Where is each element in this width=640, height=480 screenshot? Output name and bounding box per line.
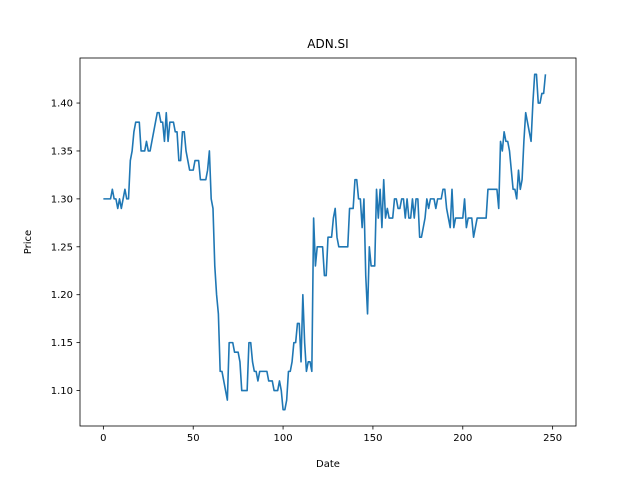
plot-area xyxy=(80,58,576,426)
y-tick-label: 1.15 xyxy=(51,338,73,349)
y-tick-label: 1.25 xyxy=(51,242,73,253)
y-tick-label: 1.30 xyxy=(51,194,73,205)
x-tick-label: 150 xyxy=(363,433,382,444)
x-tick-label: 0 xyxy=(100,433,106,444)
x-tick-label: 200 xyxy=(453,433,472,444)
y-tick-label: 1.40 xyxy=(51,99,73,110)
x-tick-label: 100 xyxy=(274,433,293,444)
x-axis-label: Date xyxy=(316,459,340,470)
chart-title: ADN.SI xyxy=(307,37,348,51)
x-tick-label: 250 xyxy=(543,433,562,444)
y-tick-label: 1.20 xyxy=(51,290,73,301)
y-axis-label: Price xyxy=(23,230,34,254)
x-tick-label: 50 xyxy=(187,433,200,444)
y-tick-label: 1.10 xyxy=(51,386,73,397)
y-tick-label: 1.35 xyxy=(51,146,73,157)
